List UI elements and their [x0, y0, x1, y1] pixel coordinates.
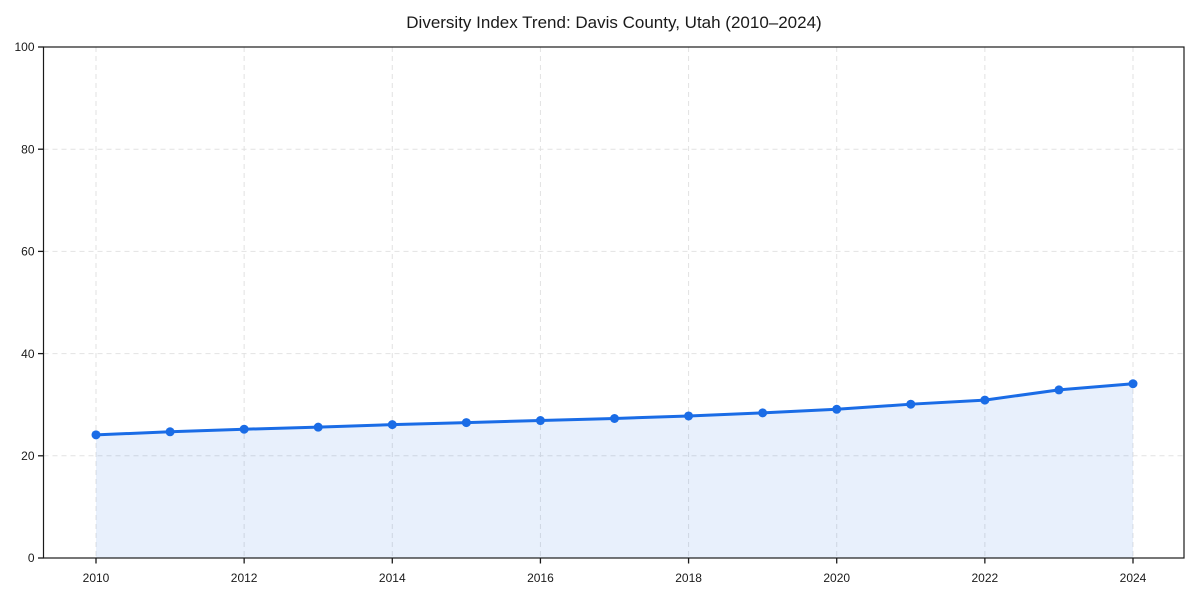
y-tick-label-40: 40	[21, 347, 35, 361]
data-point-2023	[1054, 385, 1064, 395]
data-point-2020	[832, 404, 842, 414]
data-point-2015	[461, 418, 471, 428]
y-tick-label-80: 80	[21, 142, 35, 156]
tick-labels-layer: 2010 2012 2014 2016 2018 2020 2022 2024 0 20 40 60 8…	[14, 40, 1146, 585]
series-layer	[91, 379, 1138, 558]
y-tick-label-0: 0	[28, 551, 35, 565]
data-point-2022	[980, 395, 990, 405]
data-point-2012	[239, 424, 249, 434]
x-tick-label-2012: 2012	[231, 571, 258, 585]
y-tick-label-100: 100	[14, 40, 34, 54]
y-tick-label-20: 20	[21, 449, 35, 463]
chart-title: Diversity Index Trend: Davis County, Uta…	[406, 13, 821, 32]
axes-layer	[38, 46, 1185, 564]
x-tick-label-2014: 2014	[379, 571, 406, 585]
data-point-2013	[313, 422, 323, 432]
data-point-2014	[387, 420, 397, 430]
x-tick-label-2018: 2018	[675, 571, 702, 585]
x-tick-label-2024: 2024	[1120, 571, 1147, 585]
x-tick-label-2022: 2022	[972, 571, 999, 585]
data-point-2024	[1128, 379, 1138, 389]
y-tick-label-60: 60	[21, 245, 35, 259]
x-tick-label-2010: 2010	[83, 571, 110, 585]
data-point-2011	[165, 427, 175, 437]
data-point-2016	[535, 416, 545, 426]
data-point-2017	[610, 413, 619, 423]
data-point-2021	[906, 399, 916, 409]
area-fill	[96, 383, 1133, 558]
data-point-2010	[91, 430, 101, 440]
data-point-2018	[684, 411, 694, 421]
data-point-2019	[758, 408, 768, 418]
axis-spines	[42, 46, 1185, 559]
x-tick-label-2016: 2016	[527, 571, 554, 585]
x-tick-label-2020: 2020	[823, 571, 850, 585]
